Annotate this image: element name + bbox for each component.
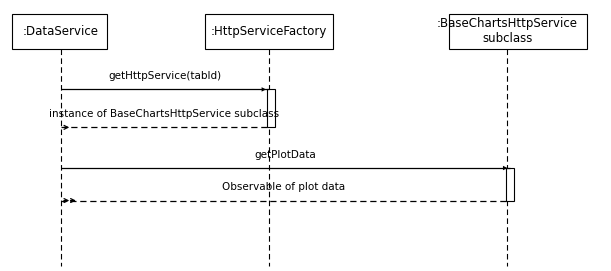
Text: getPlotData: getPlotData — [255, 150, 316, 160]
Bar — [449, 14, 587, 49]
Text: :HttpServiceFactory: :HttpServiceFactory — [211, 25, 327, 38]
Text: instance of BaseChartsHttpService subclass: instance of BaseChartsHttpService subcla… — [49, 109, 279, 119]
Bar — [12, 14, 107, 49]
Text: :BaseChartsHttpService
subclass: :BaseChartsHttpService subclass — [437, 17, 577, 45]
Bar — [205, 14, 333, 49]
Text: :DataService: :DataService — [23, 25, 99, 38]
Bar — [267, 89, 275, 127]
Bar — [506, 168, 514, 201]
Text: Observable of plot data: Observable of plot data — [222, 182, 345, 192]
Text: getHttpService(tabId): getHttpService(tabId) — [108, 71, 222, 81]
